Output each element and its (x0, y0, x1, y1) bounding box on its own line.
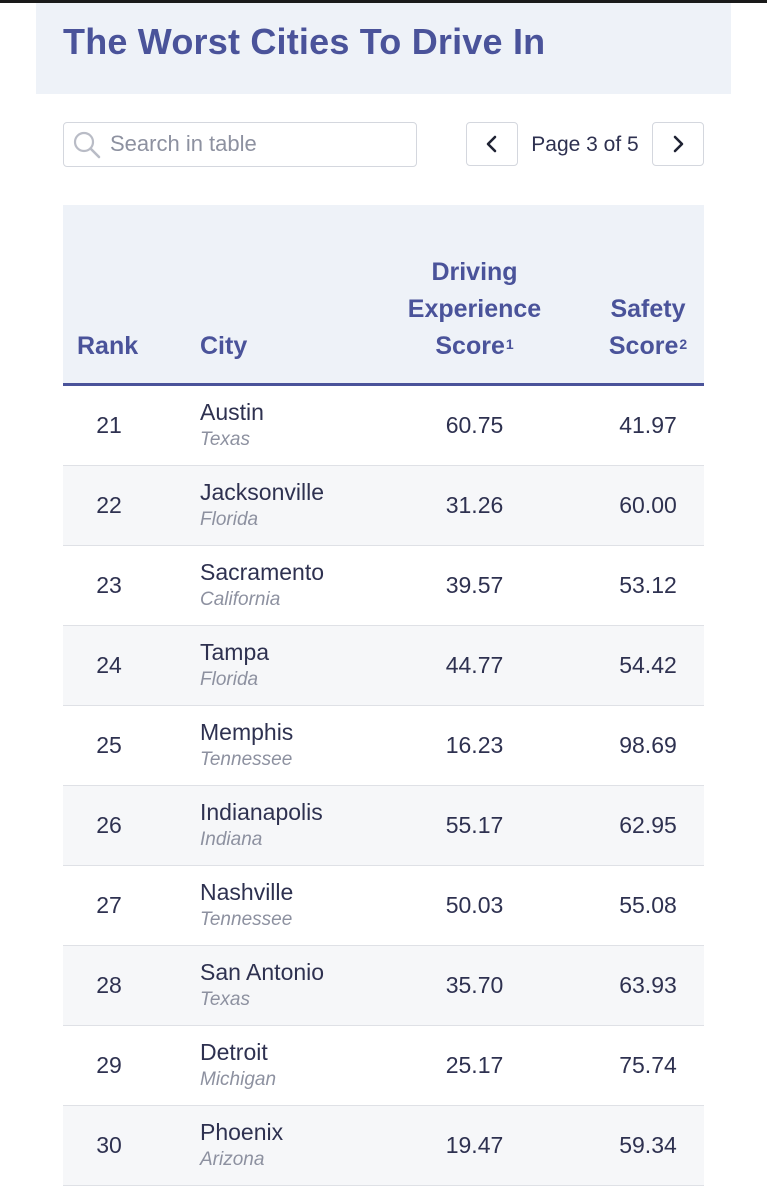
city-cell: Jacksonville (200, 479, 324, 505)
state-cell: Indiana (200, 829, 263, 850)
table-row: 24 Tampa Florida 44.77 54.42 (63, 626, 704, 706)
driving-score-cell: 50.03 (445, 892, 504, 918)
safety-score-cell: 63.93 (619, 972, 677, 998)
safety-score-cell: 53.12 (619, 572, 677, 598)
driving-score-cell: 16.23 (445, 732, 504, 758)
table-row: 25 Memphis Tennessee 16.23 98.69 (63, 706, 704, 786)
city-cell: Phoenix (200, 1119, 284, 1145)
column-header-safety-score[interactable]: Safety Score2 (608, 295, 688, 360)
state-cell: Michigan (200, 1069, 277, 1090)
safety-score-cell: 60.00 (619, 492, 677, 518)
rank-cell: 24 (96, 652, 122, 678)
city-cell: Tampa (200, 639, 270, 665)
table-header: Rank City Driving Experience Score1 Safe… (63, 205, 704, 386)
footnote-marker: 1 (505, 336, 514, 352)
driving-score-cell: 39.57 (445, 572, 504, 598)
search-icon (73, 131, 101, 159)
table-row: 26 Indianapolis Indiana 55.17 62.95 (63, 786, 704, 866)
state-cell: Texas (200, 429, 250, 450)
driving-score-cell: 19.47 (445, 1132, 504, 1158)
safety-score-cell: 75.74 (619, 1052, 677, 1078)
rank-cell: 23 (96, 572, 122, 598)
state-cell: Florida (200, 509, 259, 530)
driving-score-cell: 31.26 (445, 492, 504, 518)
table-row: 21 Austin Texas 60.75 41.97 (63, 386, 704, 466)
city-cell: Sacramento (200, 559, 325, 585)
city-cell: Indianapolis (200, 799, 323, 825)
table-row: 28 San Antonio Texas 35.70 63.93 (63, 946, 704, 1026)
safety-score-cell: 59.34 (619, 1132, 677, 1158)
column-header-city[interactable]: City (200, 332, 248, 360)
safety-score-cell: 54.42 (619, 652, 677, 678)
cities-table: Rank City Driving Experience Score1 Safe… (63, 205, 704, 1186)
search-input[interactable] (110, 129, 406, 159)
rank-cell: 30 (96, 1132, 122, 1158)
state-cell: Tennessee (200, 749, 293, 770)
rank-cell: 22 (96, 492, 122, 518)
driving-score-cell: 25.17 (445, 1052, 504, 1078)
safety-score-cell: 62.95 (619, 812, 677, 838)
state-cell: Texas (200, 989, 250, 1010)
city-cell: Memphis (200, 719, 294, 745)
rank-cell: 26 (96, 812, 122, 838)
state-cell: Florida (200, 669, 259, 690)
page-indicator: Page 3 of 5 (531, 133, 639, 156)
table-row: 27 Nashville Tennessee 50.03 55.08 (63, 866, 704, 946)
city-cell: San Antonio (200, 959, 325, 985)
rank-cell: 27 (96, 892, 122, 918)
rank-cell: 29 (96, 1052, 122, 1078)
driving-score-cell: 55.17 (445, 812, 504, 838)
table-body: 21 Austin Texas 60.75 41.97 22 Jacksonvi… (63, 386, 704, 1186)
city-cell: Detroit (200, 1039, 268, 1065)
driving-score-cell: 35.70 (445, 972, 504, 998)
table-row: 29 Detroit Michigan 25.17 75.74 (63, 1026, 704, 1106)
search-box[interactable] (63, 122, 417, 167)
chevron-right-icon (673, 135, 684, 153)
rank-cell: 25 (96, 732, 122, 758)
state-cell: Arizona (200, 1149, 265, 1170)
chevron-left-icon (486, 135, 497, 153)
city-cell: Nashville (200, 879, 294, 905)
title-banner: The Worst Cities To Drive In (36, 3, 731, 94)
rank-cell: 28 (96, 972, 122, 998)
table-row: 30 Phoenix Arizona 19.47 59.34 (63, 1106, 704, 1186)
driving-score-cell: 44.77 (445, 652, 504, 678)
footnote-marker: 2 (679, 336, 688, 352)
table-row: 22 Jacksonville Florida 31.26 60.00 (63, 466, 704, 546)
top-divider (0, 0, 767, 3)
state-cell: California (200, 589, 281, 610)
table-row: 23 Sacramento California 39.57 53.12 (63, 546, 704, 626)
state-cell: Tennessee (200, 909, 293, 930)
safety-score-cell: 41.97 (619, 412, 677, 438)
page-title: The Worst Cities To Drive In (63, 21, 546, 62)
column-header-driving-score[interactable]: Driving Experience Score1 (407, 258, 542, 360)
safety-score-cell: 55.08 (619, 892, 677, 918)
driving-score-cell: 60.75 (445, 412, 504, 438)
city-cell: Austin (200, 399, 264, 425)
previous-page-button[interactable] (466, 122, 518, 166)
safety-score-cell: 98.69 (619, 732, 677, 758)
column-header-rank[interactable]: Rank (77, 332, 139, 360)
rank-cell: 21 (96, 412, 122, 438)
next-page-button[interactable] (652, 122, 704, 166)
